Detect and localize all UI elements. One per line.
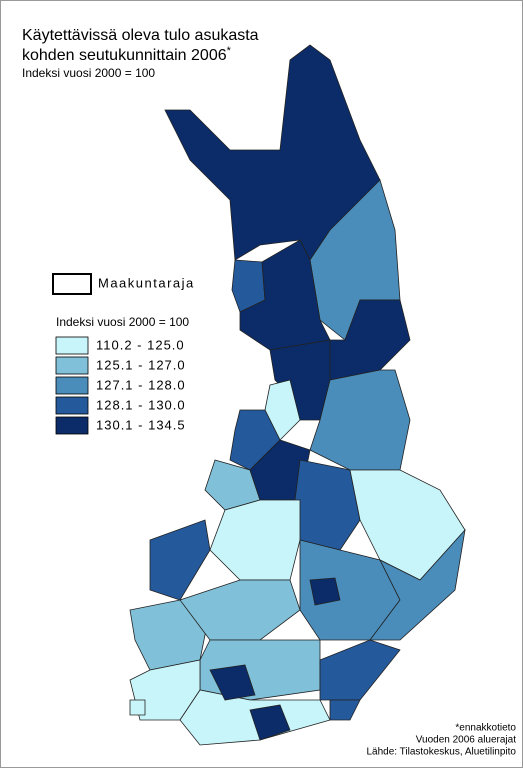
legend-swatch — [55, 356, 89, 375]
legend-swatch — [55, 376, 89, 395]
region — [264, 379, 301, 441]
legend-label: 130.1 - 134.5 — [96, 417, 186, 432]
region — [319, 639, 401, 701]
footnote: Vuoden 2006 aluerajat — [416, 735, 516, 746]
region — [369, 528, 466, 641]
title-mark: * — [227, 45, 232, 57]
region — [209, 499, 301, 581]
legend-border-label: Maakuntaraja — [98, 275, 195, 290]
region — [129, 699, 146, 716]
legend-swatch — [55, 396, 89, 415]
border-swatch — [52, 273, 92, 295]
region — [269, 339, 331, 421]
legend-label: 110.2 - 125.0 — [96, 337, 185, 352]
region — [149, 519, 211, 601]
title-line: kohden seutukunnittain 2006 — [22, 47, 227, 64]
legend-swatch — [55, 336, 89, 355]
title: kohden seutukunnittain 2006* — [22, 45, 232, 64]
region — [209, 664, 256, 701]
region — [329, 699, 361, 721]
legend-label: 128.1 - 130.0 — [96, 397, 186, 412]
legend-title: Indeksi vuosi 2000 = 100 — [56, 315, 189, 329]
legend: 110.2 - 125.0 125.1 - 127.0 127.1 - 128.0 1… — [55, 336, 186, 435]
legend-swatch — [55, 416, 89, 435]
footnote: *ennakkotieto — [455, 723, 516, 734]
legend-label: 127.1 - 128.0 — [96, 377, 186, 392]
title: Käytettävissä oleva tulo asukasta — [22, 27, 259, 44]
footnote: Lähde: Tilastokeskus, Aluetilinpito — [366, 747, 516, 758]
region — [309, 577, 341, 606]
regions — [129, 44, 466, 746]
region — [249, 704, 291, 741]
subtitle: Indeksi vuosi 2000 = 100 — [22, 66, 155, 80]
legend-label: 125.1 - 127.0 — [96, 357, 186, 372]
